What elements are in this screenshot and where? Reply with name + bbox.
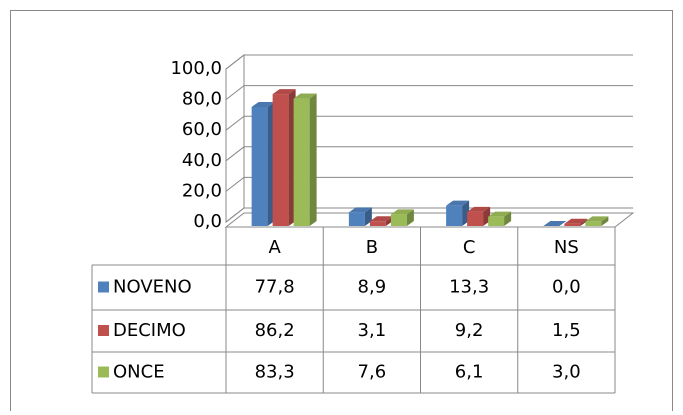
bar bbox=[585, 216, 609, 226]
x-tick-label: B bbox=[366, 237, 378, 258]
bar-top bbox=[488, 211, 512, 217]
grid-line bbox=[225, 115, 633, 131]
table-value: 86,2 bbox=[255, 320, 295, 341]
bar bbox=[564, 218, 588, 226]
y-tick-label: 20,0 bbox=[182, 180, 222, 201]
bar-top bbox=[348, 207, 372, 213]
table-value: 8,9 bbox=[358, 277, 387, 298]
y-tick-label: 100,0 bbox=[170, 58, 222, 79]
bar-top bbox=[251, 101, 275, 107]
bar-front bbox=[488, 216, 505, 226]
bar-front bbox=[390, 214, 407, 226]
bar-side bbox=[504, 211, 512, 226]
table-value: 6,1 bbox=[455, 362, 484, 383]
table-value: 0,0 bbox=[552, 277, 581, 298]
legend-label: DECIMO bbox=[113, 320, 186, 341]
bar-top bbox=[446, 200, 470, 206]
bar bbox=[543, 221, 567, 226]
bar-top bbox=[585, 216, 609, 222]
bar bbox=[446, 200, 470, 226]
bar-top bbox=[543, 221, 567, 226]
bar-side bbox=[309, 93, 317, 227]
bar-top bbox=[467, 206, 491, 212]
chart-area bbox=[10, 10, 673, 415]
table-value: 83,3 bbox=[255, 362, 295, 383]
grid-line bbox=[225, 176, 633, 192]
bar-side bbox=[601, 216, 609, 226]
y-tick-label: 60,0 bbox=[182, 119, 222, 140]
bar-front bbox=[564, 223, 581, 226]
bar bbox=[390, 209, 414, 226]
bar bbox=[293, 93, 317, 227]
table-value: 3,1 bbox=[358, 320, 387, 341]
grid-line bbox=[225, 146, 633, 162]
bar-side bbox=[406, 209, 414, 226]
bar bbox=[488, 211, 512, 226]
table-value: 3,0 bbox=[552, 362, 581, 383]
bar-front bbox=[348, 212, 365, 226]
table-value: 7,6 bbox=[358, 362, 387, 383]
table-value: 9,2 bbox=[455, 320, 484, 341]
legend-swatch bbox=[98, 325, 109, 336]
table-value: 13,3 bbox=[449, 277, 489, 298]
floor bbox=[224, 212, 635, 228]
bar bbox=[348, 207, 372, 226]
bar-top bbox=[293, 93, 317, 99]
x-tick-label: NS bbox=[554, 237, 579, 258]
y-tick-label: 80,0 bbox=[182, 89, 222, 110]
bar-front bbox=[272, 94, 289, 226]
bar-front bbox=[446, 205, 463, 226]
x-tick-label: A bbox=[268, 237, 281, 258]
legend-label: NOVENO bbox=[113, 277, 192, 298]
y-tick-label: 0,0 bbox=[193, 211, 222, 232]
bar-front bbox=[585, 221, 602, 226]
bar-top bbox=[564, 218, 588, 224]
legend-swatch bbox=[98, 281, 109, 293]
bar bbox=[467, 206, 491, 226]
bar-front bbox=[467, 211, 484, 226]
x-tick-label: C bbox=[463, 237, 476, 258]
bar-top bbox=[369, 216, 393, 222]
bar bbox=[251, 101, 275, 226]
bar-top bbox=[272, 89, 296, 95]
bar bbox=[272, 89, 296, 226]
bar-front bbox=[293, 98, 310, 226]
table-value: 77,8 bbox=[255, 277, 295, 298]
bar-side bbox=[580, 218, 588, 226]
grid-line bbox=[225, 54, 633, 70]
legend-swatch bbox=[98, 366, 109, 378]
grid-line bbox=[225, 207, 633, 223]
bar-front bbox=[251, 106, 268, 226]
bar-front bbox=[369, 221, 386, 226]
table-value: 1,5 bbox=[552, 320, 581, 341]
legend-label: ONCE bbox=[113, 362, 165, 383]
bar-top bbox=[390, 209, 414, 215]
y-tick-label: 40,0 bbox=[182, 150, 222, 171]
grid-line bbox=[225, 85, 633, 100]
